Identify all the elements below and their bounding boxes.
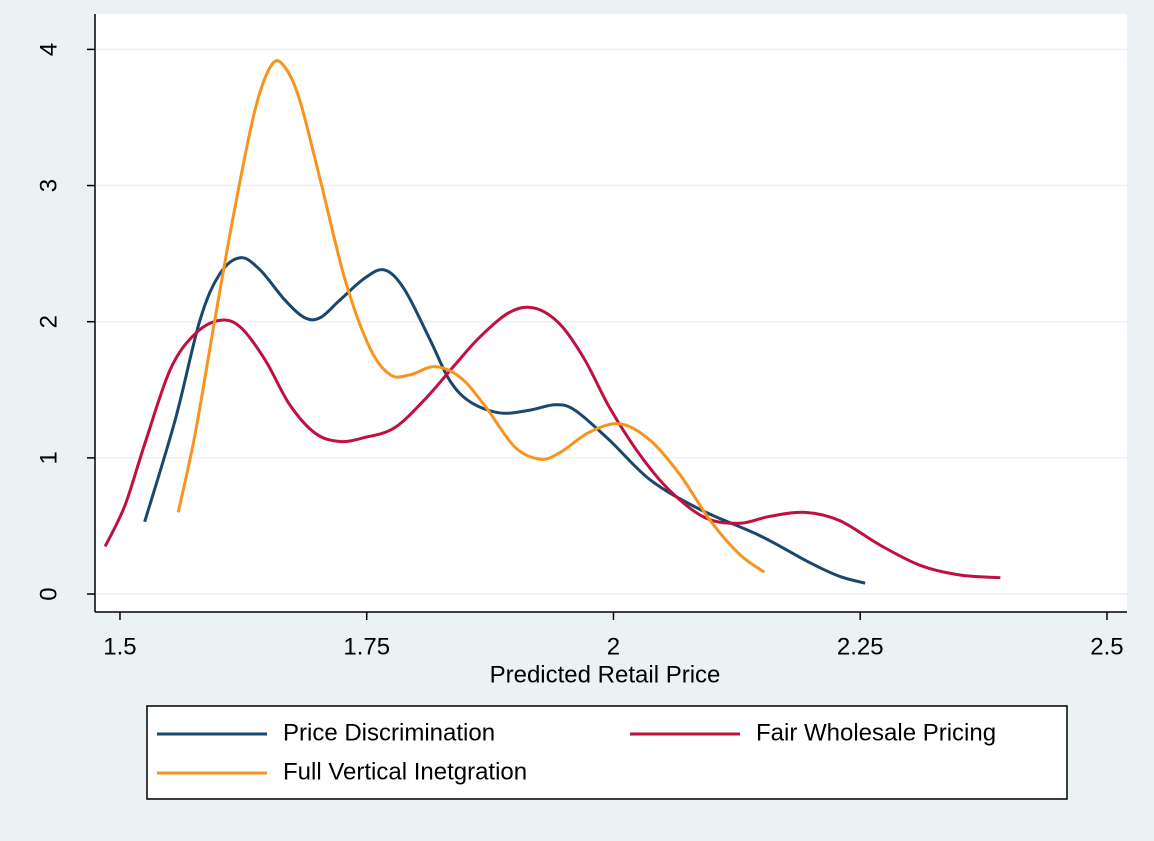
y-tick-label: 1	[35, 451, 62, 464]
x-axis-title: Predicted Retail Price	[490, 661, 721, 688]
x-tick-label: 1.5	[103, 633, 136, 660]
series-line	[103, 305, 1001, 580]
x-tick-label: 2.5	[1090, 633, 1123, 660]
y-tick-label: 2	[35, 315, 62, 328]
legend-label: Fair Wholesale Pricing	[756, 719, 996, 746]
y-tick-label: 3	[35, 179, 62, 192]
x-tick-label: 1.75	[343, 633, 390, 660]
plot-area	[95, 14, 1127, 612]
series-line	[143, 256, 866, 585]
x-tick-label: 2	[607, 633, 620, 660]
y-tick-label: 4	[35, 43, 62, 56]
legend-label: Price Discrimination	[283, 719, 495, 746]
y-tick-label: 0	[35, 587, 62, 600]
legend-label: Full Vertical Inetgration	[283, 758, 527, 785]
series-line	[176, 59, 766, 574]
x-tick-label: 2.25	[837, 633, 884, 660]
legend-box	[146, 705, 1068, 800]
